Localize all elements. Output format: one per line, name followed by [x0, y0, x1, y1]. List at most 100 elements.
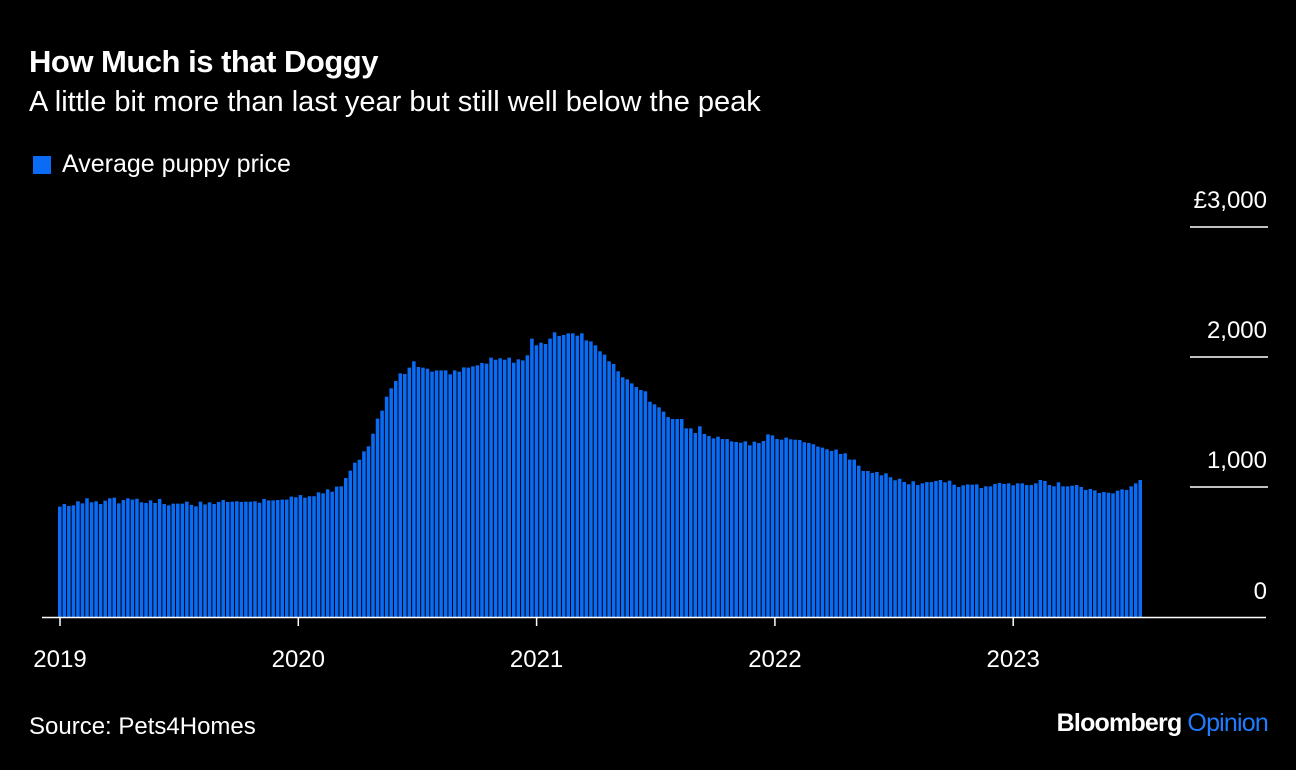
bar — [902, 481, 906, 617]
bar — [929, 482, 934, 617]
bar — [452, 370, 457, 617]
bar — [98, 504, 103, 617]
bar — [103, 500, 107, 617]
bar — [525, 355, 530, 617]
bar — [403, 374, 407, 617]
bar — [711, 438, 716, 617]
bar — [339, 486, 343, 617]
bar — [947, 480, 952, 617]
bar — [866, 471, 870, 617]
bar — [748, 445, 752, 617]
bar — [625, 379, 630, 617]
brand-name: Bloomberg — [1056, 709, 1183, 737]
bar — [371, 433, 375, 617]
y-tick-label: 2,000 — [1207, 317, 1267, 344]
bar — [779, 439, 784, 617]
bar — [511, 362, 516, 617]
bar — [1088, 488, 1093, 617]
bar — [952, 484, 956, 617]
bar — [1120, 489, 1124, 617]
bar — [471, 366, 475, 617]
bar — [925, 482, 929, 617]
bar — [117, 503, 121, 617]
bar — [961, 485, 965, 617]
brand-logo: Bloomberg Opinion — [1056, 709, 1269, 738]
bar — [984, 486, 988, 617]
bar — [275, 500, 280, 617]
bar — [430, 371, 434, 617]
bar — [62, 504, 67, 617]
bar — [89, 502, 94, 617]
bar — [130, 499, 135, 617]
bar — [257, 502, 262, 617]
bar — [1047, 485, 1052, 617]
bar — [943, 482, 947, 617]
bar — [684, 428, 689, 617]
bar — [884, 473, 888, 617]
bar — [67, 505, 71, 617]
bar — [262, 498, 266, 617]
bar — [1138, 479, 1142, 617]
bar — [516, 359, 521, 617]
bar — [720, 439, 725, 617]
bar — [584, 340, 589, 617]
bar — [375, 418, 380, 617]
bar — [1061, 486, 1065, 617]
bar — [938, 479, 943, 617]
bar — [334, 486, 339, 617]
bar — [212, 504, 216, 617]
bar — [920, 483, 925, 617]
bar — [307, 496, 312, 617]
bar — [207, 502, 212, 617]
bar — [1079, 487, 1083, 617]
bar — [934, 481, 938, 617]
legend-swatch — [33, 155, 51, 174]
bar — [879, 475, 884, 617]
bar — [1083, 489, 1088, 617]
bar — [344, 478, 348, 617]
bar — [906, 484, 911, 617]
bar — [829, 450, 834, 617]
bar — [425, 368, 430, 617]
bar — [534, 345, 539, 617]
bar — [112, 497, 117, 617]
bar — [965, 484, 970, 617]
bar — [725, 439, 729, 617]
bar — [1052, 486, 1056, 617]
bar — [693, 433, 698, 617]
bar — [670, 419, 675, 617]
bar — [557, 335, 561, 617]
bar — [480, 362, 484, 617]
bar — [235, 501, 239, 617]
bar — [185, 501, 189, 617]
bar — [816, 446, 820, 617]
bar — [857, 465, 861, 617]
bar — [180, 503, 185, 617]
bar — [847, 459, 852, 617]
bar — [1043, 481, 1047, 617]
bar — [734, 442, 738, 617]
bar — [843, 453, 847, 617]
bar — [580, 333, 584, 617]
bar — [698, 426, 702, 617]
bar — [893, 480, 897, 617]
bar — [253, 501, 257, 617]
bar — [589, 341, 593, 617]
y-tick-label: 1,000 — [1207, 447, 1267, 474]
bar — [861, 471, 866, 617]
bar — [807, 442, 811, 617]
bar — [1070, 485, 1074, 617]
bar — [462, 367, 466, 617]
bar — [956, 487, 961, 617]
bar — [421, 367, 425, 617]
bar — [139, 502, 144, 617]
bar — [643, 391, 648, 617]
bar — [897, 478, 902, 617]
bar — [498, 358, 502, 617]
bar — [993, 484, 997, 617]
bar — [652, 404, 657, 617]
bar — [1102, 492, 1106, 617]
bar — [221, 500, 225, 617]
bar — [289, 496, 294, 617]
